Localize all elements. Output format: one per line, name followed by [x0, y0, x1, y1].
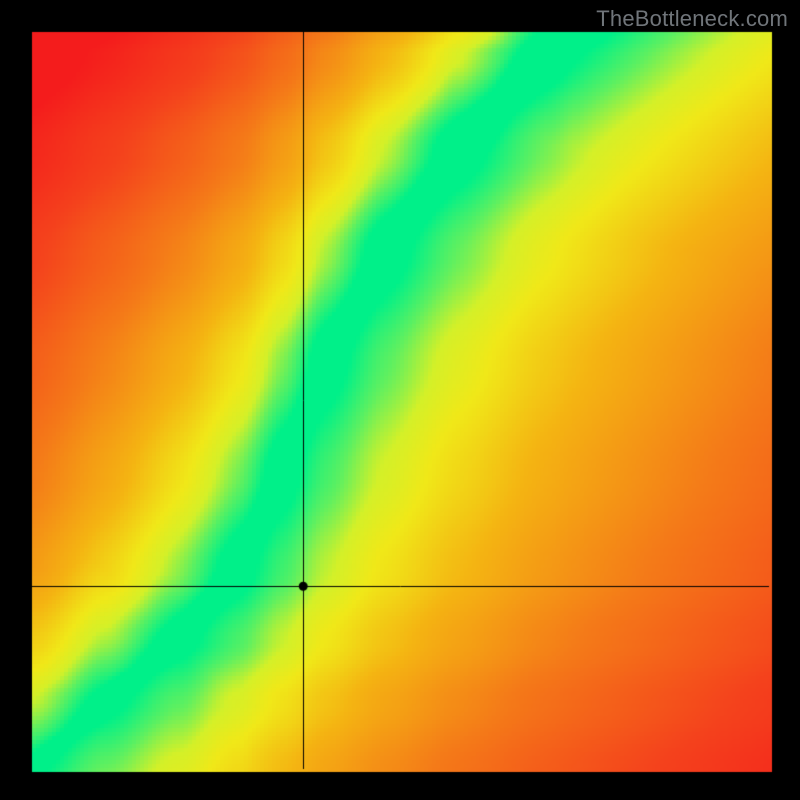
- watermark-text: TheBottleneck.com: [596, 6, 788, 32]
- heatmap-canvas: [0, 0, 800, 800]
- chart-container: TheBottleneck.com: [0, 0, 800, 800]
